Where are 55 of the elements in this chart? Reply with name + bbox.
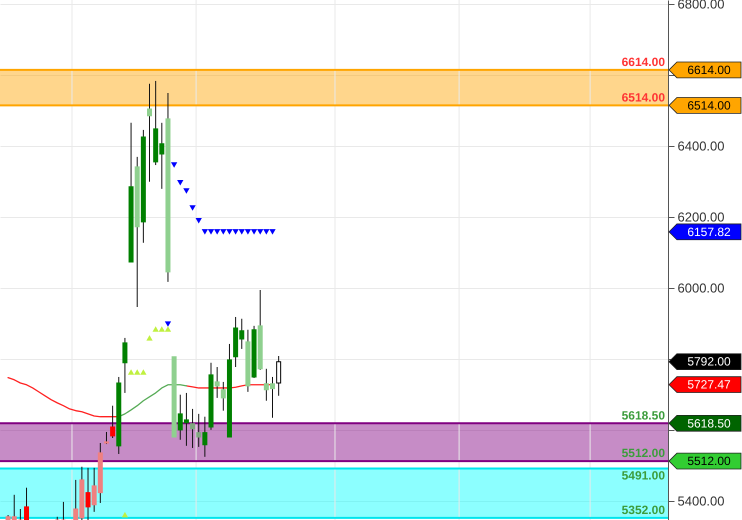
candlestick [220, 381, 226, 412]
point [158, 326, 165, 332]
text: 5512.00 [687, 454, 732, 468]
point [164, 326, 172, 332]
point [177, 180, 184, 186]
candlestick [104, 431, 109, 445]
ref-line-label: 5512.00 [622, 446, 666, 460]
point [183, 188, 190, 194]
candlestick [110, 405, 116, 439]
point [170, 162, 178, 168]
candlestick [24, 487, 30, 520]
point [220, 229, 226, 235]
candlestick [196, 413, 202, 448]
point [202, 229, 208, 235]
point [164, 321, 172, 327]
text: 5618.50 [687, 416, 732, 430]
text: 6614.00 [687, 62, 732, 77]
point [244, 229, 252, 235]
ref-line-label: 5352.00 [622, 502, 666, 517]
point [208, 229, 214, 235]
candlestick [122, 337, 128, 394]
point [257, 229, 264, 235]
point [238, 229, 245, 235]
ref-line-label: 5618.50 [622, 408, 666, 422]
text: 5792.00 [687, 354, 732, 369]
point [134, 369, 140, 375]
text: 5727.47 [687, 378, 732, 392]
point [146, 335, 153, 341]
y-tick-label: 6000.00 [678, 280, 724, 296]
ref-line-label: 5491.00 [622, 468, 666, 483]
point [140, 369, 147, 375]
point [263, 229, 270, 235]
y-tick-label: 6400.00 [678, 138, 724, 154]
ref-line-label: 6514.00 [622, 90, 666, 104]
candlestick [214, 366, 220, 398]
point [128, 369, 134, 375]
candlestick [190, 408, 196, 448]
point [232, 229, 239, 235]
text: 6514.00 [687, 98, 732, 112]
point [269, 229, 276, 235]
point [196, 218, 202, 224]
point [189, 205, 196, 211]
ref-line-label: 6614.00 [622, 54, 666, 69]
candlestick [86, 467, 91, 520]
candlestick [202, 416, 208, 458]
point [250, 229, 258, 235]
point [152, 326, 159, 332]
point [226, 229, 233, 235]
candlestick [147, 83, 152, 182]
y-tick-label: 5400.00 [678, 493, 724, 508]
candlestick [276, 356, 282, 396]
point [214, 229, 220, 235]
text: 6157.82 [687, 224, 732, 239]
y-tick-label: 6200.00 [678, 209, 724, 224]
point [122, 512, 128, 518]
